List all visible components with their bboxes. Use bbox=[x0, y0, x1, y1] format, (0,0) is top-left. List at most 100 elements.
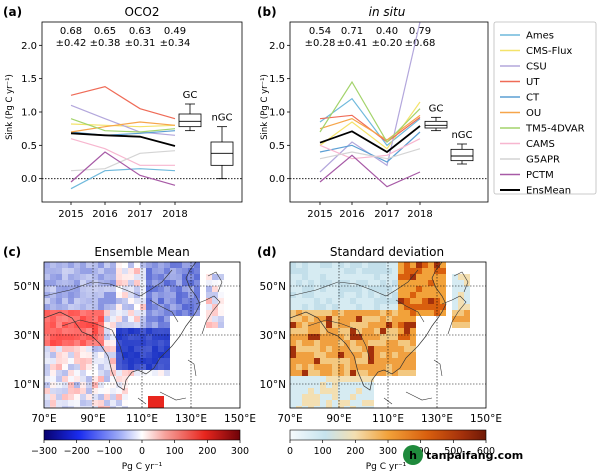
map-x-tick-label: 130°E bbox=[175, 413, 207, 425]
map-c-x-ticks: 70°E 90°E 110°E 130°E 150°E bbox=[31, 413, 256, 425]
series-line-cams bbox=[319, 138, 421, 160]
panel-a-title: OCO2 bbox=[125, 5, 160, 19]
map-d-y-ticks: 10°N 30°N 50°N bbox=[260, 281, 286, 391]
panel-a-ylabel: Sink (Pg C yr⁻¹) bbox=[5, 74, 15, 140]
series-line-cams bbox=[70, 138, 175, 166]
colorbar-tick-label: −100 bbox=[96, 446, 122, 457]
map-x-tick-label: 70°E bbox=[277, 413, 302, 425]
map-x-tick-label: 110°E bbox=[126, 413, 158, 425]
map-c-frame bbox=[43, 261, 241, 409]
boxplot-ngc: nGC bbox=[450, 130, 474, 165]
colorbar-tick-label: 0 bbox=[139, 446, 145, 457]
x-tick-label: 2015 bbox=[307, 209, 332, 220]
series-line-tm5-4dvar bbox=[70, 118, 176, 133]
panel-a-y-ticks: 0.0 0.5 1.0 1.5 2.0 bbox=[21, 41, 42, 185]
colorbar-d-label: Pg C yr⁻¹ bbox=[366, 462, 407, 472]
x-tick-label: 2017 bbox=[374, 209, 399, 220]
x-tick-label: 2017 bbox=[127, 209, 152, 220]
panel-d-title: Standard deviation bbox=[330, 245, 444, 259]
series-line-ames bbox=[319, 97, 421, 147]
panel-b-frame bbox=[289, 21, 489, 203]
watermark: h tanpaifang.com bbox=[403, 445, 523, 465]
boxplot-gc: GC bbox=[424, 103, 448, 132]
panel-b: (b) in situ Sink (Pg C yr⁻¹) 0.0 0.5 1.0 1.… bbox=[257, 5, 489, 220]
colorbar-tick-label: 300 bbox=[231, 446, 249, 457]
colorbar-c bbox=[43, 429, 241, 441]
annotation-mean: 0.40 bbox=[376, 26, 398, 37]
y-tick-label: 2.0 bbox=[269, 41, 285, 52]
x-tick-label: 2018 bbox=[407, 209, 432, 220]
annotation-sd: ±0.34 bbox=[160, 38, 191, 49]
x-tick-label: 2018 bbox=[162, 209, 187, 220]
map-d-x-ticks: 70°E 90°E 110°E 130°E 150°E bbox=[277, 413, 502, 425]
map-x-tick-label: 110°E bbox=[372, 413, 404, 425]
colorbar-d bbox=[289, 429, 487, 441]
panel-a: (a) OCO2 Sink (Pg C yr⁻¹) 0.0 0.5 1.0 1.5 2.… bbox=[3, 5, 243, 220]
boxplot-label: nGC bbox=[211, 113, 232, 124]
colorbar-tick-label: 200 bbox=[346, 446, 364, 457]
panel-b-label: (b) bbox=[257, 5, 277, 19]
panel-c-label: (c) bbox=[3, 245, 21, 259]
watermark-logo-icon bbox=[403, 445, 423, 465]
annotation-mean: 0.63 bbox=[129, 26, 151, 37]
panel-d-label: (d) bbox=[257, 245, 277, 259]
colorbar-tick-label: 100 bbox=[314, 446, 332, 457]
annotation-sd: ±0.20 bbox=[372, 38, 403, 49]
y-tick-label: 1.0 bbox=[269, 108, 285, 119]
y-tick-label: 0.5 bbox=[269, 141, 285, 152]
annotation-sd: ±0.41 bbox=[337, 38, 368, 49]
panel-b-x-ticks: 2015 2016 2017 2018 bbox=[307, 202, 433, 220]
panel-b-series bbox=[319, 21, 421, 188]
legend-entry: CAMS bbox=[526, 139, 555, 150]
colorbar-tick-label: 500 bbox=[444, 446, 462, 457]
watermark-text: tanpaifang.com bbox=[426, 449, 523, 462]
map-d-field bbox=[290, 262, 470, 408]
legend-entry: G5APR bbox=[526, 155, 560, 166]
annotation-sd: ±0.28 bbox=[305, 38, 336, 49]
map-x-tick-label: 130°E bbox=[421, 413, 453, 425]
annotation-sd: ±0.42 bbox=[56, 38, 87, 49]
panel-d: (d) Standard deviation 70°E 90°E 110°E 130°… bbox=[257, 245, 502, 472]
series-line-ut bbox=[70, 86, 176, 120]
legend-entry: PCTM bbox=[526, 170, 554, 181]
map-y-tick-label: 10°N bbox=[14, 379, 40, 391]
map-y-tick-label: 50°N bbox=[14, 281, 40, 293]
annotation-sd: ±0.38 bbox=[90, 38, 121, 49]
annotation-mean: 0.68 bbox=[60, 26, 82, 37]
map-c-coastline bbox=[44, 262, 201, 391]
colorbar-tick-label: 300 bbox=[379, 446, 397, 457]
svg-text:h: h bbox=[409, 449, 417, 462]
y-tick-label: 1.0 bbox=[21, 108, 37, 119]
panel-b-title: in situ bbox=[369, 5, 406, 19]
legend-entry: Ames bbox=[526, 31, 554, 42]
colorbar-tick-label: 0 bbox=[287, 446, 293, 457]
panel-a-annotations: 0.68±0.42 0.65±0.38 0.63±0.31 0.49±0.34 bbox=[56, 26, 191, 49]
legend-entry: CT bbox=[526, 93, 540, 104]
panel-a-frame bbox=[41, 21, 243, 203]
series-line-csu bbox=[70, 104, 176, 136]
map-d-frame bbox=[289, 261, 487, 409]
y-tick-label: 0.0 bbox=[21, 174, 37, 185]
y-tick-label: 1.5 bbox=[21, 74, 37, 85]
colorbar-tick-label: 200 bbox=[198, 446, 216, 457]
legend-entry: UT bbox=[526, 77, 540, 88]
x-tick-label: 2016 bbox=[339, 209, 364, 220]
map-y-tick-label: 30°N bbox=[260, 330, 286, 342]
panel-b-boxes: GC nGC bbox=[424, 103, 474, 165]
legend-frame bbox=[493, 21, 597, 195]
series-line-ames bbox=[70, 168, 176, 190]
panel-a-series bbox=[70, 86, 176, 190]
panel-c: (c) Ensemble Mean 70°E 90°E 110°E 130°E 150°… bbox=[3, 245, 256, 472]
colorbar-c-label: Pg C yr⁻¹ bbox=[122, 462, 163, 472]
y-tick-label: 2.0 bbox=[21, 41, 37, 52]
panel-a-label: (a) bbox=[3, 5, 22, 19]
colorbar-tick-label: 600 bbox=[477, 446, 495, 457]
x-tick-label: 2015 bbox=[58, 209, 83, 220]
series-line-ou bbox=[70, 121, 176, 133]
series-line-pctm bbox=[319, 154, 421, 188]
colorbar-c-ticks: −300 −200 −100 0 100 200 300 bbox=[31, 440, 249, 457]
legend-entry: OU bbox=[526, 108, 541, 119]
panel-b-annotations: 0.54±0.28 0.71±0.41 0.40±0.20 0.79±0.68 bbox=[305, 26, 436, 49]
series-line-ensmean bbox=[70, 132, 176, 147]
series-line-g5apr bbox=[319, 148, 421, 160]
